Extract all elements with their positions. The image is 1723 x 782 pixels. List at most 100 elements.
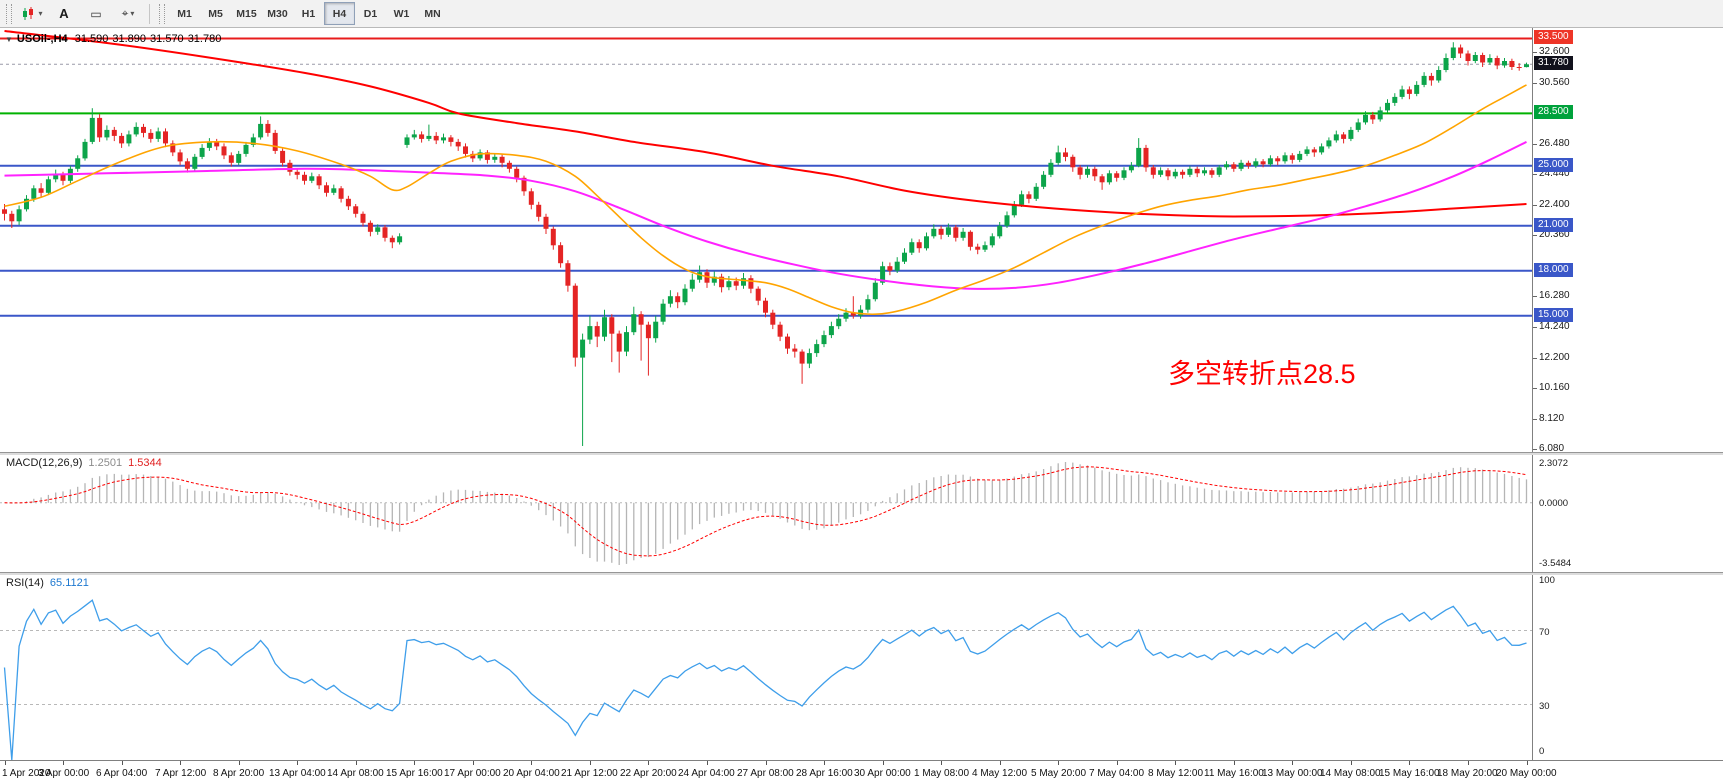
time-axis-tick	[1234, 761, 1235, 765]
time-axis-label: 14 Apr 08:00	[327, 768, 384, 779]
chart-annotation-text[interactable]: 多空转折点28.5	[1168, 359, 1356, 389]
symbol-ohlc-header: ▼ USOil-,H4 31.590 31.890 31.570 31.780	[5, 33, 225, 45]
macd-panel-splitter[interactable]	[0, 452, 1723, 455]
time-axis-tick	[824, 761, 825, 765]
time-axis-tick	[1000, 761, 1001, 765]
horizontal-lines-layer	[0, 37, 1532, 317]
time-axis-label: 13 May 00:00	[1262, 768, 1323, 779]
time-axis-label: 8 Apr 20:00	[213, 768, 265, 779]
crosshair-tool-button[interactable]: ⌖ ▾	[112, 2, 144, 26]
price-tick-mark	[1533, 174, 1537, 175]
price-scale-label: 24.440	[1539, 168, 1570, 179]
time-axis-tick	[1175, 761, 1176, 765]
time-axis-label: 15 May 16:00	[1379, 768, 1440, 779]
slow-ma-line[interactable]	[4, 30, 1527, 218]
price-scale[interactable]: 32.600 30.560 26.480 24.440 22.400 20.360 16.2…	[1532, 28, 1723, 760]
timeframe-button-mn[interactable]: MN	[424, 7, 441, 20]
time-axis-label: 1 Apr 2020	[2, 768, 51, 779]
price-scale-label: 30.560	[1539, 77, 1570, 88]
time-axis-tick	[941, 761, 942, 765]
price-tick-mark	[1533, 449, 1537, 450]
timeframe-button-h1[interactable]: H1	[301, 7, 316, 20]
time-axis-tick	[707, 761, 708, 765]
time-axis-tick	[1409, 761, 1410, 765]
time-axis-tick	[5, 761, 6, 765]
close-value: 31.780	[187, 33, 222, 45]
price-tick-mark	[1533, 52, 1537, 53]
toolbar-grip[interactable]	[159, 3, 165, 24]
time-axis-tick	[531, 761, 532, 765]
macd-scale-zero: 0.0000	[1539, 498, 1569, 509]
time-axis-label: 28 Apr 16:00	[796, 768, 853, 779]
macd-scale-max: 2.3072	[1539, 458, 1569, 469]
price-scale-label: 26.480	[1539, 138, 1570, 149]
macd-indicator-canvas[interactable]	[0, 455, 1532, 572]
time-axis-label: 24 Apr 04:00	[678, 768, 735, 779]
time-axis-tick	[122, 761, 123, 765]
price-tick-mark	[1533, 358, 1537, 359]
timeframe-button-m5[interactable]: M5	[208, 7, 223, 20]
rsi-scale-0: 0	[1539, 746, 1545, 757]
toolbar: ▾ A ▭ ⌖ ▾ M1 M5 M15 M30 H1 H4 D1 W1 MN	[0, 0, 1723, 28]
time-axis-tick	[1292, 761, 1293, 765]
price-tick-mark	[1533, 419, 1537, 420]
price-tick-mark	[1533, 83, 1537, 84]
chevron-down-icon: ▾	[38, 9, 43, 18]
text-label-tool-button[interactable]: A	[48, 2, 80, 26]
timeframe-button-h4[interactable]: H4	[324, 2, 355, 25]
time-axis-label: 11 May 16:00	[1204, 768, 1264, 779]
rsi-line	[3, 599, 1527, 760]
candlestick-chart-icon	[23, 6, 34, 20]
time-axis-label: 15 Apr 16:00	[386, 768, 443, 779]
price-scale-label: 32.600	[1539, 46, 1570, 57]
time-axis[interactable]: 1 Apr 2020 3 Apr 00:00 6 Apr 04:00 7 Apr 12…	[0, 760, 1723, 782]
price-badge-18.000: 18.000	[1534, 263, 1573, 277]
one-click-trading-toggle[interactable]: ▼	[5, 35, 13, 44]
time-axis-label: 7 May 04:00	[1089, 768, 1145, 779]
price-tick-mark	[1533, 144, 1537, 145]
time-axis-tick	[883, 761, 884, 765]
fast-ma-line[interactable]	[4, 84, 1527, 316]
time-axis-tick	[1527, 761, 1528, 765]
timeframe-button-m30[interactable]: M30	[267, 7, 288, 20]
rectangle-object-icon: ▭	[90, 6, 102, 21]
rsi-panel-splitter[interactable]	[0, 572, 1723, 575]
time-axis-label: 14 May 08:00	[1320, 768, 1381, 779]
rsi-scale-100: 100	[1539, 575, 1555, 586]
chevron-down-icon: ▾	[130, 9, 135, 18]
time-axis-label: 20 May 00:00	[1496, 768, 1557, 779]
chart-type-button[interactable]: ▾	[16, 2, 48, 26]
main-chart-canvas[interactable]	[0, 28, 1532, 452]
time-axis-label: 6 Apr 04:00	[96, 768, 148, 779]
price-scale-label: 14.240	[1539, 321, 1570, 332]
medium-ma-line[interactable]	[4, 141, 1527, 290]
candles-layer	[2, 42, 1529, 446]
rsi-indicator-canvas[interactable]	[0, 575, 1532, 760]
crosshair-icon: ⌖	[121, 6, 129, 20]
price-tick-mark	[1533, 327, 1537, 328]
macd-main-value: 1.2501	[88, 457, 123, 469]
time-axis-tick	[1468, 761, 1469, 765]
timeframe-button-w1[interactable]: W1	[393, 7, 410, 20]
time-axis-tick	[590, 761, 591, 765]
time-axis-label: 7 Apr 12:00	[155, 768, 207, 779]
time-axis-tick	[414, 761, 415, 765]
time-axis-label: 1 May 08:00	[914, 768, 970, 779]
time-axis-label: 20 Apr 04:00	[503, 768, 560, 779]
time-axis-tick	[239, 761, 240, 765]
time-axis-tick	[1117, 761, 1118, 765]
price-badge-15.000: 15.000	[1534, 308, 1573, 322]
time-axis-label: 4 May 12:00	[972, 768, 1028, 779]
text-a-icon: A	[59, 6, 69, 21]
time-axis-label: 21 Apr 12:00	[561, 768, 618, 779]
timeframe-button-d1[interactable]: D1	[363, 7, 378, 20]
low-value: 31.570	[150, 33, 184, 45]
price-tick-mark	[1533, 235, 1537, 236]
time-axis-label: 5 May 20:00	[1031, 768, 1087, 779]
price-badge-25.000: 25.000	[1534, 158, 1573, 172]
timeframe-button-m1[interactable]: M1	[177, 7, 192, 20]
timeframe-button-m15[interactable]: M15	[236, 7, 257, 20]
objects-tool-button[interactable]: ▭	[80, 2, 112, 26]
rsi-label: RSI(14) 65.1121	[6, 577, 89, 589]
toolbar-grip[interactable]	[6, 3, 12, 24]
